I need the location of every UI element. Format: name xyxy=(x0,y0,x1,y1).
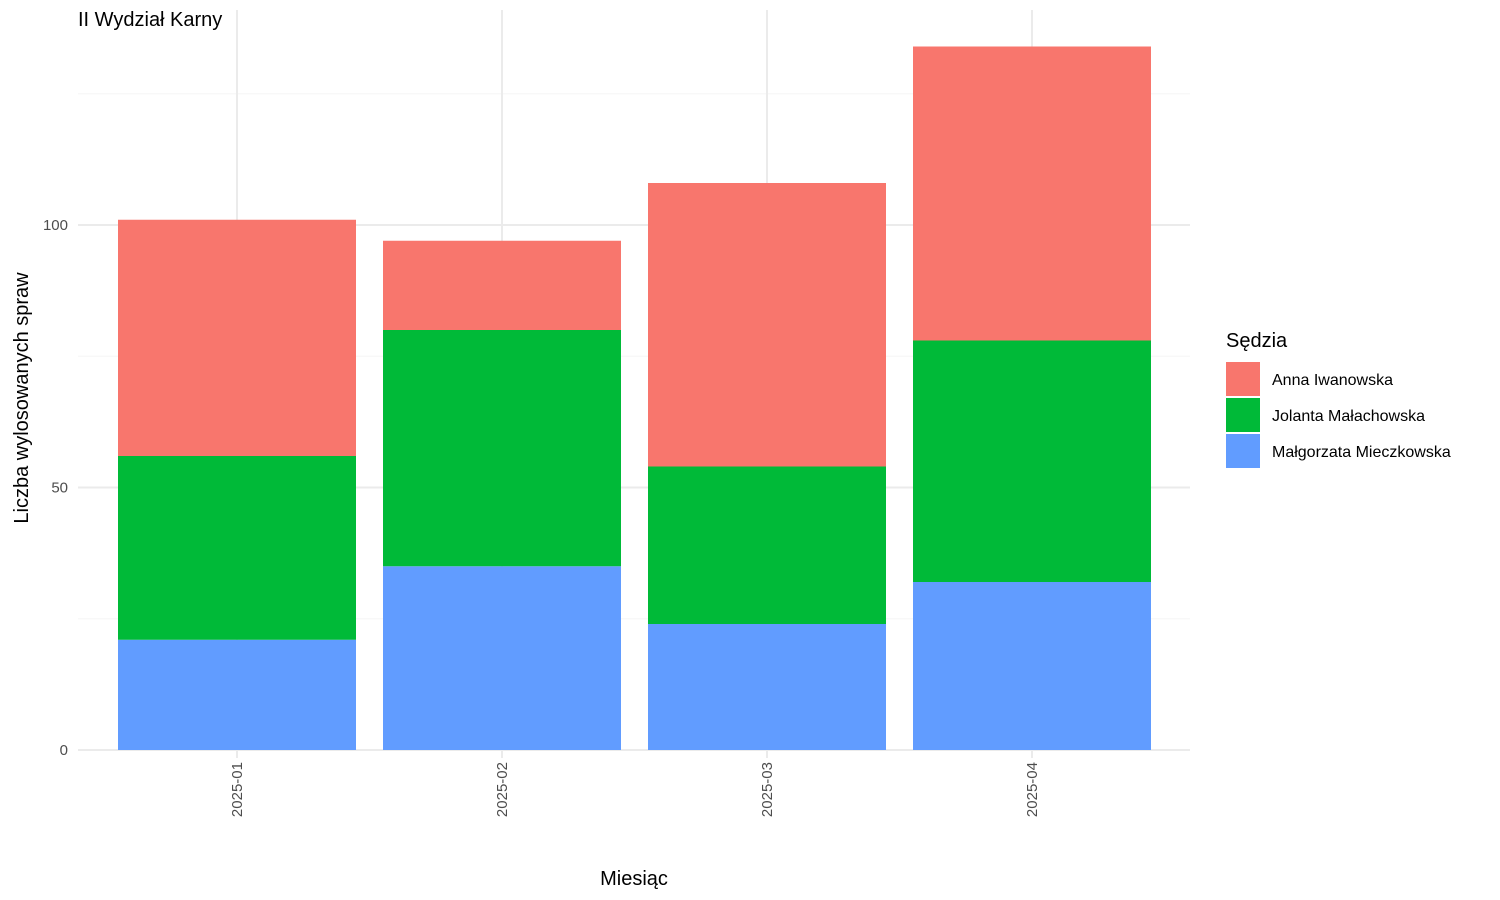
legend-label: Jolanta Małachowska xyxy=(1272,408,1425,425)
y-tick-labels: 0 50 100 xyxy=(43,217,68,759)
legend: Sędzia Anna Iwanowska Jolanta Małachowska… xyxy=(1226,330,1451,468)
y-tick-label: 50 xyxy=(51,480,68,497)
bar-segment xyxy=(913,46,1151,341)
x-tick-labels: 2025-01 2025-02 2025-03 2025-04 xyxy=(229,762,1041,817)
legend-label: Anna Iwanowska xyxy=(1272,372,1393,389)
x-tick-label: 2025-02 xyxy=(494,762,511,817)
y-axis-title: Liczba wylosowanych spraw xyxy=(11,272,33,524)
chart-title: II Wydział Karny xyxy=(78,9,222,31)
bar-segment xyxy=(118,219,356,456)
bar-segment xyxy=(383,566,621,750)
x-axis-title: Miesiąc xyxy=(600,868,668,890)
bar-segment xyxy=(118,456,356,640)
legend-key xyxy=(1226,362,1260,396)
y-tick-label: 0 xyxy=(60,742,68,759)
bars xyxy=(118,46,1151,750)
bar-segment xyxy=(648,466,886,624)
y-tick-label: 100 xyxy=(43,217,68,234)
bar-segment xyxy=(118,639,356,750)
x-tick-label: 2025-03 xyxy=(759,762,776,817)
x-tick-label: 2025-01 xyxy=(229,762,246,817)
legend-label: Małgorzata Mieczkowska xyxy=(1272,444,1451,461)
bar-segment xyxy=(913,582,1151,750)
bar-segment xyxy=(383,330,621,567)
legend-title: Sędzia xyxy=(1226,330,1288,352)
x-tick-label: 2025-04 xyxy=(1024,762,1041,817)
legend-key xyxy=(1226,398,1260,432)
bar-segment xyxy=(383,240,621,330)
bar-segment xyxy=(648,183,886,467)
bar-segment xyxy=(913,340,1151,582)
bar-segment xyxy=(648,624,886,750)
legend-key xyxy=(1226,434,1260,468)
